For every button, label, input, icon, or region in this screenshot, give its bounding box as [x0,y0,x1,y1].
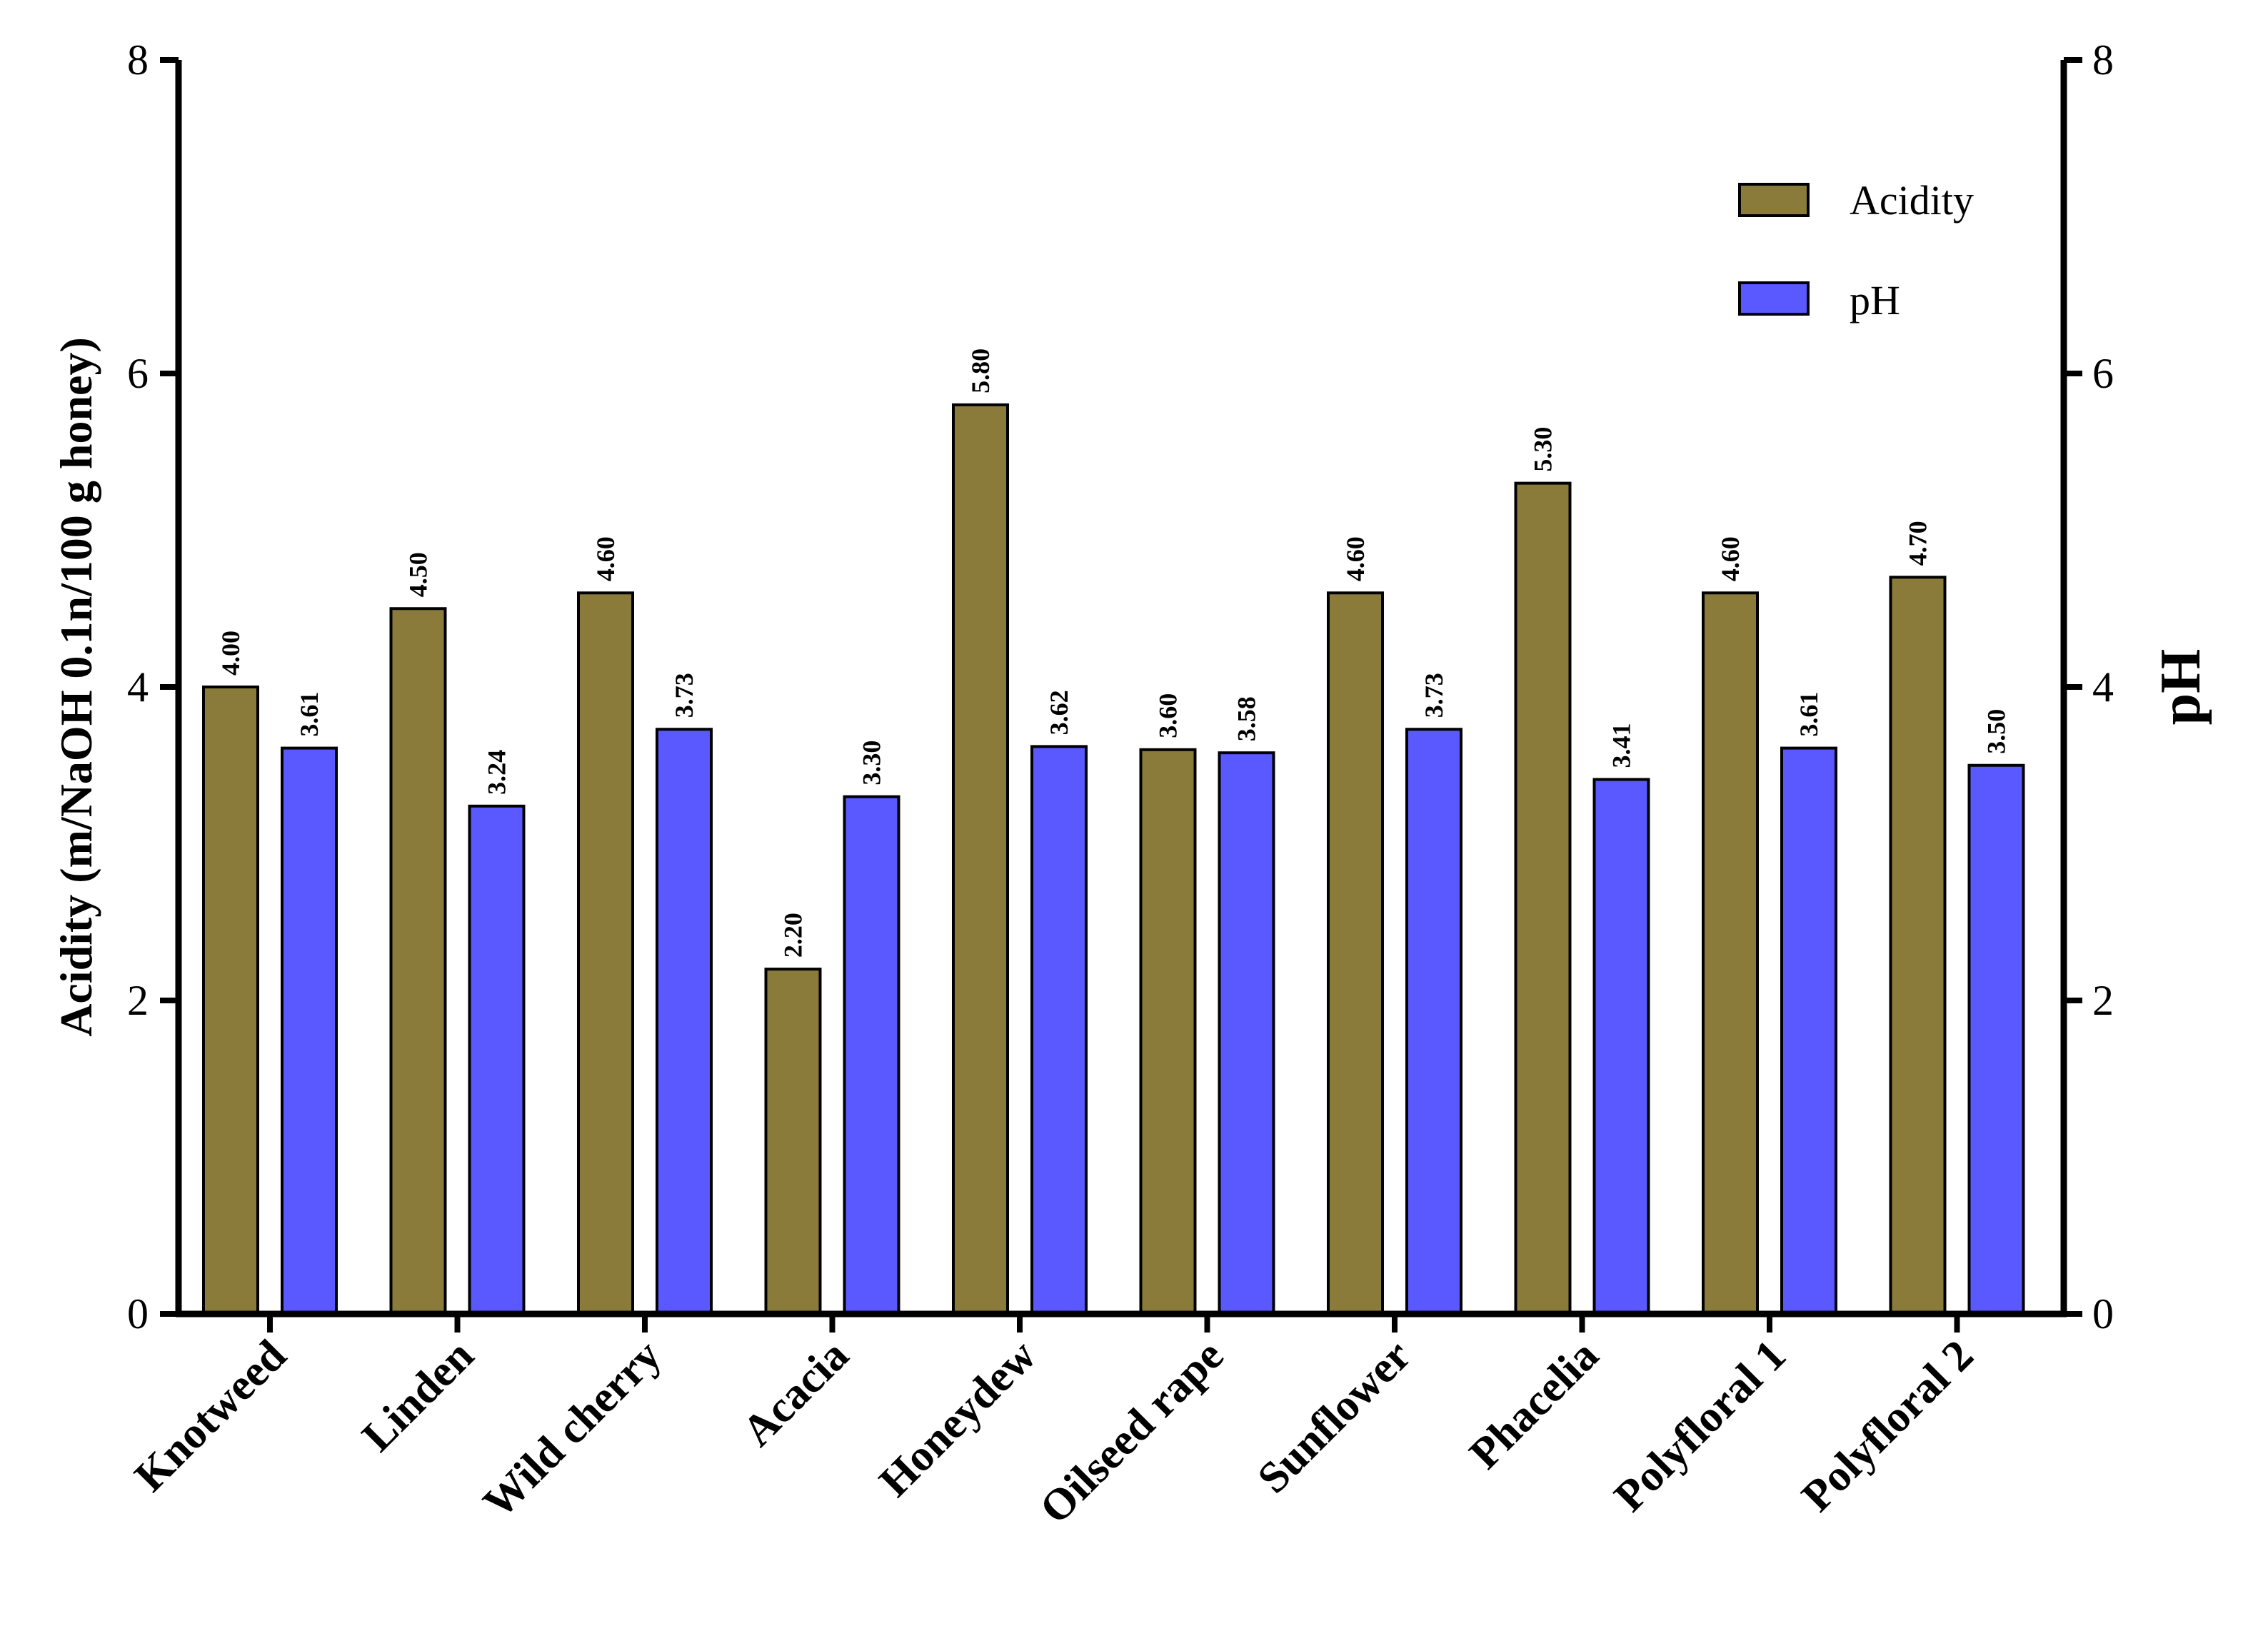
data-label: 4.50 [404,552,433,597]
y2-tick-label: 8 [2092,36,2114,84]
bar-acidity-knotweed [202,686,259,1315]
data-label: 3.61 [295,692,323,737]
x-tick-label: Honeydew [870,1331,1046,1507]
bar-acidity-wild-cherry [577,591,634,1315]
data-label: 3.30 [858,741,886,786]
bars-layer [202,403,2025,1316]
y-axis-title: Acidity (m/NaOH 0.1n/100 g honey) [51,337,101,1037]
y-tick-label: 0 [127,1290,149,1338]
legend-swatch-acidity [1738,183,1810,217]
bar-ph-knotweed [281,746,338,1315]
bar-ph-honeydew [1030,745,1088,1316]
data-label: 3.50 [1982,709,2011,754]
bar-acidity-linden [389,607,447,1315]
legend-label-ph: pH [1850,277,1900,323]
legend-label-acidity: Acidity [1850,177,1974,224]
data-label: 3.58 [1233,696,1261,741]
y2-tick-label: 2 [2092,977,2114,1024]
bar-acidity-sunflower [1327,591,1384,1315]
bar-ph-linden [468,804,526,1315]
data-label: 4.70 [1904,521,1932,566]
bar-acidity-polyfloral-1 [1702,591,1759,1315]
data-label: 3.73 [1420,673,1448,718]
legend: Acidity pH [1738,177,1974,323]
data-label: 4.00 [216,631,245,676]
y2-tick-label: 6 [2092,350,2114,397]
data-label: 3.41 [1607,723,1636,768]
x-tick-label: Polyfloral 2 [1792,1331,1982,1521]
x-tick-label: Knotweed [126,1331,296,1501]
bar-acidity-acacia [764,968,822,1315]
bar-ph-polyfloral-1 [1780,746,1837,1315]
bar-ph-wild-cherry [656,728,713,1315]
y-tick-label: 4 [127,663,149,711]
y2-tick-label: 4 [2092,663,2114,711]
x-tick-label: Phacelia [1460,1331,1607,1478]
data-label: 3.60 [1154,693,1183,738]
y2-tick-label: 0 [2092,1290,2114,1338]
data-label: 3.61 [1795,692,1823,737]
x-tick-label: Polyfloral 1 [1605,1331,1795,1521]
data-label: 4.60 [591,536,620,581]
data-label: 2.20 [779,913,808,958]
bar-ph-sunflower [1405,728,1462,1315]
bar-ph-oilseed-rape [1218,751,1275,1315]
x-tick-label: Wild cherry [474,1331,671,1527]
x-tick-label: Sunflower [1248,1331,1420,1503]
data-label: 3.24 [483,750,511,795]
bar-acidity-honeydew [952,403,1009,1315]
bar-ph-acacia [843,795,900,1315]
y-tick-label: 2 [127,977,149,1024]
x-tick-label: Acacia [733,1331,858,1456]
bar-acidity-polyfloral-2 [1889,576,1947,1315]
x-tick-label: Oilseed rape [1030,1331,1233,1533]
data-label: 4.60 [1341,536,1370,581]
data-label: 3.73 [670,673,698,718]
data-label: 5.30 [1529,427,1557,472]
x-tick-label: Linden [353,1331,483,1461]
y2-axis-title: pH [2149,649,2212,726]
ticks-layer: 0 2 4 6 8 0 2 4 6 8 [127,36,2114,1338]
data-label: 4.60 [1716,536,1745,581]
data-label: 5.80 [966,348,995,393]
y-tick-label: 8 [127,36,149,84]
bar-ph-polyfloral-2 [1967,763,2025,1315]
legend-swatch-ph [1738,281,1810,316]
y-tick-label: 6 [127,350,149,397]
bar-acidity-phacelia [1514,481,1572,1315]
data-label: 3.62 [1045,690,1073,735]
bar-acidity-oilseed-rape [1139,748,1197,1316]
bar-ph-phacelia [1592,778,1650,1315]
